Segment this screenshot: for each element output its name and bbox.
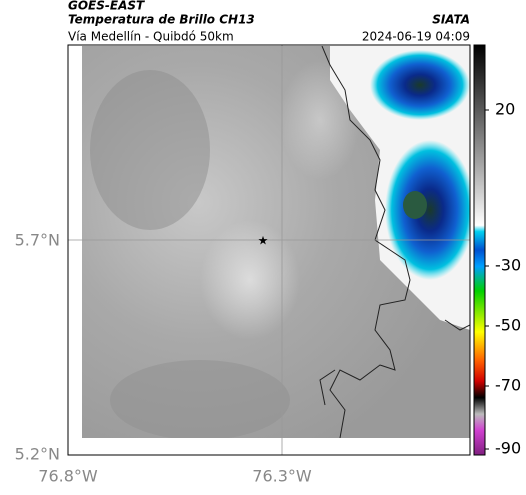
lon-label: 76.3°W bbox=[252, 467, 312, 486]
colorbar-label: -70 bbox=[495, 376, 521, 395]
timestamp: 2024-06-19 04:09 bbox=[362, 30, 470, 44]
subtitle: Vía Medellín - Quibdó 50km bbox=[68, 30, 234, 44]
lon-label: 76.8°W bbox=[38, 467, 98, 486]
source: GOES-EAST bbox=[68, 0, 145, 13]
location-star: ★ bbox=[258, 234, 269, 248]
coastline bbox=[319, 46, 470, 438]
colorbar-label: -90 bbox=[495, 439, 521, 458]
brand: SIATA bbox=[432, 13, 470, 27]
lat-label: 5.7°N bbox=[15, 231, 60, 250]
colorbar-label: 20 bbox=[495, 100, 515, 119]
colorbar bbox=[473, 44, 486, 456]
lat-label: 5.2°N bbox=[15, 445, 60, 464]
satellite-image bbox=[82, 46, 470, 438]
colorbar-label: -30 bbox=[495, 256, 521, 275]
title: Temperatura de Brillo CH13 bbox=[68, 13, 255, 27]
map-frame bbox=[67, 44, 471, 456]
colorbar-label: -50 bbox=[495, 316, 521, 335]
